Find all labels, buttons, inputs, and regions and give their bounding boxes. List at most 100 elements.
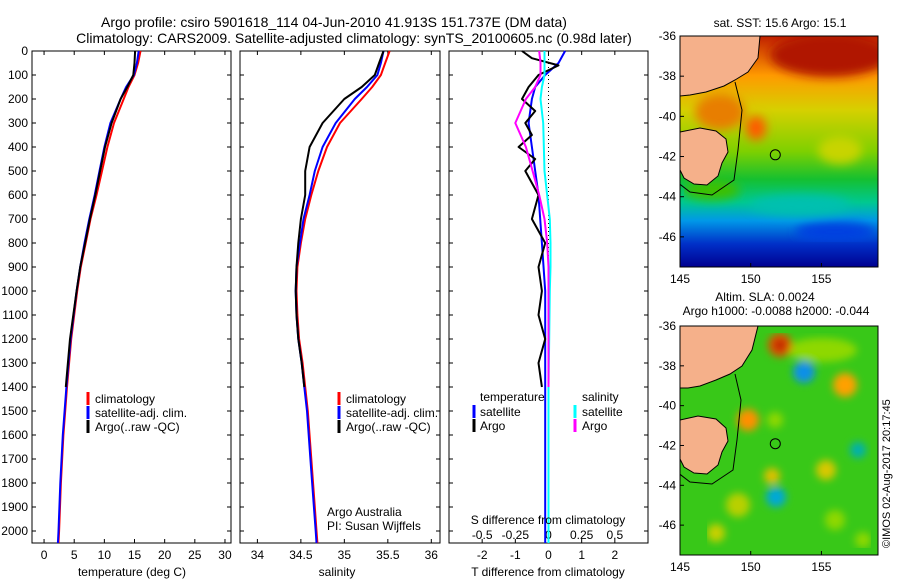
x2-tick-label: 0.25	[570, 528, 594, 542]
depth-tick-label: 1400	[1, 380, 28, 394]
sla-map-ticks: 145 150 155 -36 -38 -40 -42 -44 -46	[659, 319, 832, 574]
map-lat-tick-label: -36	[659, 319, 677, 333]
x-tick-label: 0	[545, 548, 552, 562]
sst-field-texture	[684, 36, 878, 242]
map-lat-tick-label: -40	[659, 109, 677, 123]
temperature-lines	[56, 50, 142, 544]
depth-tick-label: 0	[21, 44, 28, 58]
map-lat-tick-label: -46	[659, 518, 677, 532]
x-tick-label: 35.5	[376, 548, 400, 562]
sst-map-frame	[679, 35, 879, 268]
salinity-legend: climatology satellite-adj. clim. Argo(..…	[337, 392, 438, 434]
map-lon-tick-label: 150	[741, 272, 761, 286]
x-tick-label: 30	[218, 548, 232, 562]
series-line-2	[539, 51, 552, 543]
sla-field-texture	[707, 333, 871, 548]
depth-tick-label: 300	[8, 116, 28, 130]
legend-label-s-satellite: satellite	[582, 405, 623, 419]
x2-tick-label: -0.25	[502, 528, 530, 542]
x-tick-label: 0	[41, 548, 48, 562]
series-line-0	[527, 50, 566, 543]
credit-line1: Argo Australia	[327, 505, 402, 519]
legend-label-t-argo: Argo	[480, 419, 506, 433]
temperature-profile-panel: 0100200300400500600700800900100011001200…	[1, 44, 232, 579]
depth-tick-label: 200	[8, 92, 28, 106]
x-tick-label: 34	[251, 548, 265, 562]
legend-label-argo: Argo(..raw -QC)	[346, 420, 431, 434]
salinity-ticks: 34 34.5 35 35.5 36	[240, 50, 440, 562]
figure-title-line1: Argo profile: csiro 5901618_114 04-Jun-2…	[101, 14, 567, 30]
salinity-axes-frame	[239, 50, 441, 544]
x-tick-label: -2	[477, 548, 488, 562]
x-tick-label: 2	[611, 548, 618, 562]
map-lat-tick-label: -38	[659, 359, 677, 373]
difference-legend: temperature salinity satellite Argo sate…	[472, 390, 623, 433]
x-tick-label: 34.5	[289, 548, 313, 562]
legend-label-t-satellite: satellite	[480, 405, 521, 419]
depth-tick-label: 1900	[1, 500, 28, 514]
sla-map: Altim. SLA: 0.0024 Argo h1000: -0.0088 h…	[659, 290, 879, 574]
legend-label-argo: Argo(..raw -QC)	[95, 420, 180, 434]
depth-tick-label: 1500	[1, 404, 28, 418]
legend-label-s-argo: Argo	[582, 419, 608, 433]
sst-map: sat. SST: 15.6 Argo: 15.1 145 150 155 -36 -3…	[659, 16, 879, 286]
sla-map-subtitle: Argo h1000: -0.0088 h2000: -0.044	[683, 304, 870, 318]
imos-watermark: ©IMOS 02-Aug-2017 20:17:45	[881, 399, 893, 548]
s-difference-axis-label: S difference from climatology	[471, 513, 626, 527]
credit-line2: PI: Susan Wijffels	[327, 519, 421, 533]
temperature-legend: climatology satellite-adj. clim. Argo(..…	[86, 392, 187, 434]
x-tick-label: 25	[188, 548, 202, 562]
x-tick-label: 10	[98, 548, 112, 562]
depth-tick-label: 100	[8, 68, 28, 82]
depth-tick-label: 500	[8, 164, 28, 178]
depth-tick-label: 800	[8, 236, 28, 250]
sla-map-title: Altim. SLA: 0.0024	[715, 290, 815, 304]
series-line-1	[517, 50, 560, 388]
map-lon-tick-label: 155	[811, 272, 831, 286]
map-lon-tick-label: 155	[811, 560, 831, 574]
x2-tick-label: -0.5	[472, 528, 493, 542]
legend-title-salinity: salinity	[582, 390, 619, 404]
x2-tick-label: 0.5	[606, 528, 623, 542]
t-difference-axis-label: T difference from climatology	[471, 565, 625, 579]
map-lat-tick-label: -40	[659, 399, 677, 413]
legend-label-climatology: climatology	[95, 392, 155, 406]
map-lon-tick-label: 145	[670, 560, 690, 574]
sla-tasmania	[680, 415, 729, 475]
x-tick-label: 15	[128, 548, 142, 562]
map-lat-tick-label: -38	[659, 69, 677, 83]
sla-argo-position-marker	[769, 438, 781, 450]
legend-label-satellite: satellite-adj. clim.	[95, 406, 187, 420]
map-lat-tick-label: -44	[659, 478, 677, 492]
depth-tick-label: 1800	[1, 476, 28, 490]
sla-shelf-contour	[680, 373, 742, 485]
map-lat-tick-label: -46	[659, 230, 677, 244]
depth-tick-label: 1100	[2, 308, 28, 322]
legend-title-temperature: temperature	[480, 390, 545, 404]
depth-tick-label: 1600	[1, 428, 28, 442]
temperature-axis-label: temperature (deg C)	[78, 565, 186, 579]
map-lat-tick-label: -44	[659, 190, 677, 204]
sst-map-title: sat. SST: 15.6 Argo: 15.1	[714, 16, 847, 30]
salinity-axis-label: salinity	[319, 565, 356, 579]
x-tick-label: 20	[158, 548, 172, 562]
depth-tick-label: 1300	[1, 356, 28, 370]
series-line-2	[64, 50, 137, 388]
depth-tick-label: 1000	[1, 284, 28, 298]
x-tick-label: 35	[338, 548, 352, 562]
sla-map-frame	[679, 325, 879, 556]
depth-tick-label: 900	[8, 260, 28, 274]
depth-tick-label: 700	[8, 212, 28, 226]
legend-label-satellite: satellite-adj. clim.	[346, 406, 438, 420]
map-lat-tick-label: -42	[659, 438, 677, 452]
series-line-3	[514, 50, 550, 387]
x-tick-label: 1	[578, 548, 585, 562]
sst-map-ticks: 145 150 155 -36 -38 -40 -42 -44 -46	[659, 29, 832, 286]
sla-mainland	[680, 326, 759, 389]
sst-argo-position-marker	[769, 149, 781, 161]
x-tick-label: 36	[425, 548, 439, 562]
depth-tick-label: 600	[8, 188, 28, 202]
sst-shelf-contour	[680, 81, 743, 196]
